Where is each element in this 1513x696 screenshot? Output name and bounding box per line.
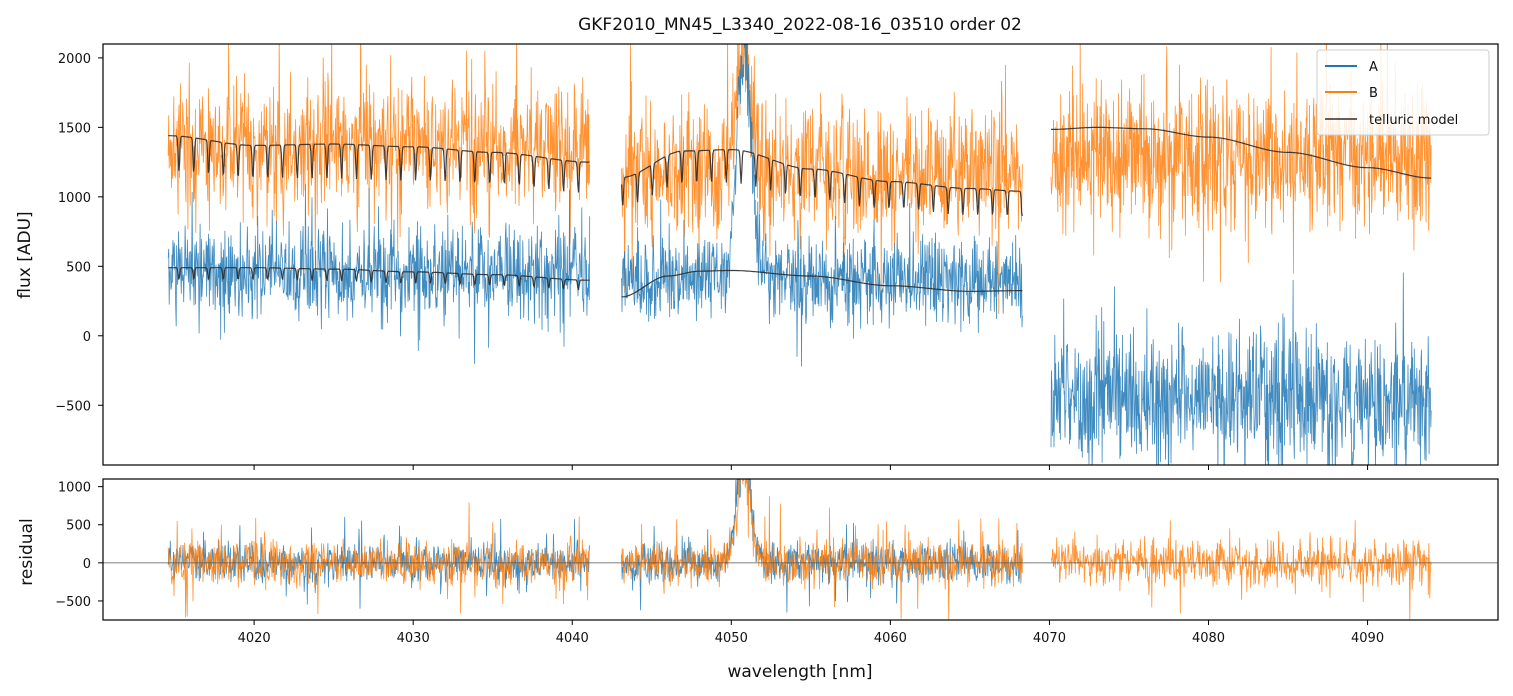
legend-box <box>1316 49 1490 136</box>
residual-panel: −500 0 500 1000 4020 4030 4040 4050 4060 4070 408… <box>17 478 1499 682</box>
legend-label-a: A <box>1369 60 1378 75</box>
telluric-model-curve-3 <box>621 149 1023 217</box>
legend-label-b: B <box>1369 86 1378 101</box>
series-a-segment-2 <box>621 44 1023 367</box>
telluric-model-curve-4 <box>621 269 1023 298</box>
flux-y-axis: −500 0 500 1000 1500 2000 <box>55 52 103 414</box>
series-b-segment-2 <box>621 44 1023 314</box>
flux-y-axis-label: flux [ADU] <box>15 211 35 298</box>
series-a-segment-3 <box>1050 272 1432 465</box>
residual-y-tick-label: 1000 <box>58 481 91 496</box>
residual-y-axis-label: residual <box>17 518 37 585</box>
flux-y-tick-label: 1000 <box>58 191 91 206</box>
telluric-model-curve-1 <box>168 135 590 193</box>
residual-panel-frame <box>102 478 1499 621</box>
flux-y-tick-label: 0 <box>83 330 91 345</box>
residual-y-tick-label: 0 <box>83 557 91 572</box>
x-tick-label: 4090 <box>1351 631 1384 646</box>
flux-x-ticks <box>253 465 1369 470</box>
x-tick-label: 4030 <box>397 631 430 646</box>
legend-label-telluric: telluric model <box>1369 113 1458 128</box>
flux-panel-frame <box>102 43 1499 466</box>
flux-y-tick-label: 1500 <box>58 121 91 136</box>
telluric-model-curve-5 <box>1050 126 1432 179</box>
residual-x-axis: 4020 4030 4040 4050 4060 4070 4080 4090 <box>238 620 1384 646</box>
residual-y-tick-label: −500 <box>55 595 91 610</box>
x-tick-label: 4060 <box>874 631 907 646</box>
x-tick-label: 4050 <box>715 631 748 646</box>
residual-y-tick-label: 500 <box>66 519 91 534</box>
x-tick-label: 4040 <box>556 631 589 646</box>
flux-y-tick-label: −500 <box>55 399 91 414</box>
x-tick-label: 4020 <box>238 631 271 646</box>
x-axis-label: wavelength [nm] <box>727 662 872 682</box>
chart-title: GKF2010_MN45_L3340_2022-08-16_03510 orde… <box>578 15 1022 35</box>
residual-y-axis: −500 0 500 1000 <box>55 481 103 610</box>
series-a-segment-1 <box>167 184 591 364</box>
flux-y-tick-label: 2000 <box>58 52 91 67</box>
residual-b-segment-1 <box>167 502 591 618</box>
flux-y-tick-label: 500 <box>66 260 91 275</box>
residual-b-segment-2 <box>621 479 1023 620</box>
telluric-model-curve-2 <box>168 267 590 291</box>
residual-plot-area <box>103 479 1498 620</box>
flux-panel: −500 0 500 1000 1500 2000 flux [ADU] A B tell… <box>15 43 1499 470</box>
residual-b-segment-3 <box>1050 520 1432 620</box>
legend: A B telluric model <box>1316 49 1490 136</box>
x-tick-label: 4080 <box>1192 631 1225 646</box>
flux-plot-area <box>167 44 1432 465</box>
x-tick-label: 4070 <box>1033 631 1066 646</box>
